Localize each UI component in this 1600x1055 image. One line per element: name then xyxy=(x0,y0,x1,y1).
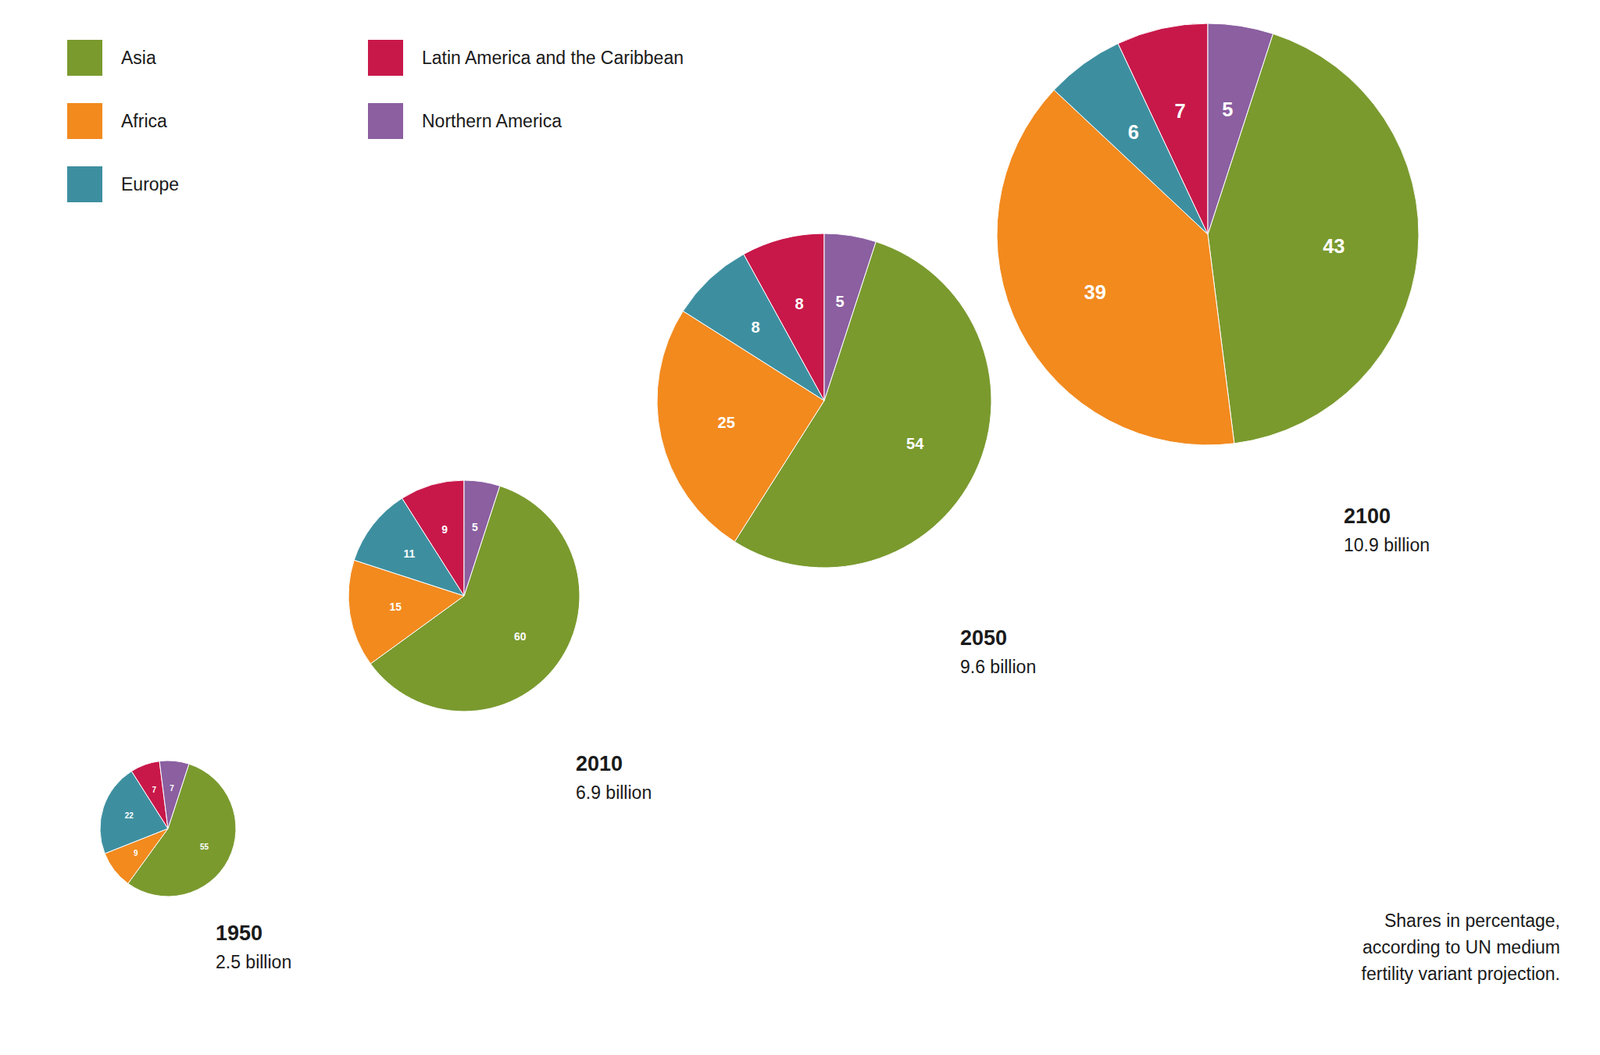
data-label: 9 xyxy=(441,523,448,536)
data-label: 15 xyxy=(389,600,403,614)
pie-slice xyxy=(1117,23,1208,235)
data-label: 9 xyxy=(133,849,139,858)
data-label: 54 xyxy=(906,435,925,453)
pie xyxy=(657,233,992,568)
pie-subtitle: 6.9 billion xyxy=(575,782,652,804)
pie-slice xyxy=(743,233,825,401)
pie-slice xyxy=(1207,23,1273,235)
legend-swatch xyxy=(67,39,103,76)
pie-subtitle: 10.9 billion xyxy=(1343,535,1430,556)
legend-swatch xyxy=(367,39,404,76)
annotation: Shares in percentage, according to UN med… xyxy=(1361,910,1561,985)
annotation-line: fertility variant projection. xyxy=(1361,964,1561,985)
legend-swatch xyxy=(367,103,404,140)
data-label: 25 xyxy=(717,414,736,432)
data-label: 5 xyxy=(835,292,844,311)
data-label: 22 xyxy=(125,811,135,821)
pie-subtitle: 9.6 billion xyxy=(960,657,1036,678)
legend-swatch xyxy=(67,166,103,203)
pie-title: 1950 xyxy=(215,921,263,946)
pie-title: 2010 xyxy=(575,752,623,776)
pie xyxy=(348,480,580,712)
data-label: 7 xyxy=(1175,100,1186,122)
chart-canvas: 559227719502.5 billion6015119520106.9 bi… xyxy=(0,0,1600,1055)
pie-slice xyxy=(402,480,465,597)
pie-subtitle: 2.5 billion xyxy=(215,952,292,973)
data-label: 39 xyxy=(1084,281,1107,304)
data-label: 7 xyxy=(152,785,158,795)
data-label: 60 xyxy=(514,630,527,643)
data-label: 8 xyxy=(794,295,804,313)
legend-swatch xyxy=(67,103,103,140)
legend-label: Europe xyxy=(121,174,179,195)
pie xyxy=(996,23,1419,446)
data-label: 43 xyxy=(1322,235,1345,258)
data-label: 11 xyxy=(403,547,415,561)
pie-slice xyxy=(464,480,500,597)
legend-label: Asia xyxy=(121,47,157,68)
pie-title: 2100 xyxy=(1343,504,1391,529)
pie xyxy=(100,760,236,897)
annotation-line: according to UN medium xyxy=(1362,937,1561,958)
legend-label: Africa xyxy=(121,110,168,132)
pie-title: 2050 xyxy=(960,626,1008,650)
legend-label: Latin America and the Caribbean xyxy=(421,47,684,68)
data-label: 5 xyxy=(1221,98,1233,121)
legend-label: Northern America xyxy=(421,110,562,132)
data-label: 5 xyxy=(471,521,479,534)
legend: Asia Africa Europe Latin America and the Ca… xyxy=(67,39,684,203)
data-label: 6 xyxy=(1128,121,1140,143)
data-label: 55 xyxy=(200,842,210,852)
annotation-line: Shares in percentage, xyxy=(1384,910,1561,932)
pie-slice xyxy=(824,233,876,401)
data-label: 7 xyxy=(169,784,175,793)
data-label: 8 xyxy=(751,318,761,336)
pie-slice xyxy=(159,760,190,829)
